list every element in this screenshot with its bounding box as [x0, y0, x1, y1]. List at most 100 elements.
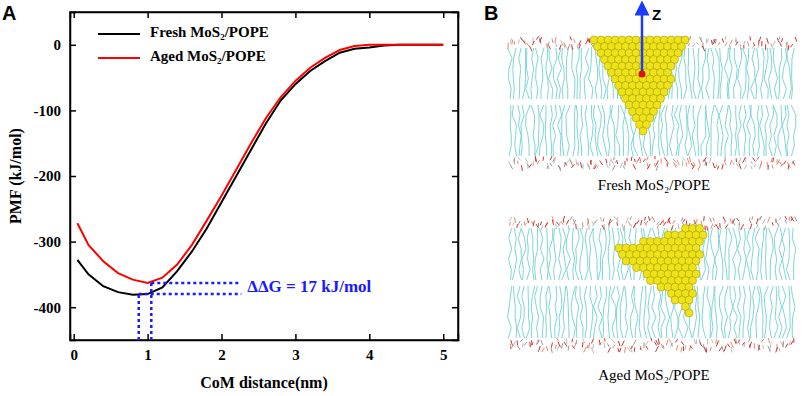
lipid-head	[547, 346, 548, 351]
series-line	[77, 45, 443, 295]
lipid-head	[536, 36, 538, 39]
mos2-sheet	[590, 36, 689, 135]
y-tick	[452, 45, 458, 46]
x-tick: 0	[70, 334, 78, 363]
annotation-hline	[151, 282, 241, 285]
lipid-head	[683, 219, 685, 222]
lipid-head	[760, 164, 761, 169]
lipid-head	[555, 224, 557, 229]
lipid-tail	[743, 105, 746, 156]
lipid-head	[758, 42, 760, 48]
lipid-tail	[747, 105, 751, 156]
lipid-tail	[513, 286, 516, 338]
lipid-head	[716, 341, 718, 347]
lipid-head	[520, 339, 522, 342]
lipid-head	[713, 163, 715, 168]
lipid-head	[564, 42, 567, 47]
lipid-tail	[562, 105, 565, 156]
y-tick-label: 0	[54, 37, 62, 53]
lipid-head	[696, 42, 698, 45]
lipid-tail	[792, 228, 795, 280]
lipid-head	[570, 216, 573, 220]
lipid-head	[634, 348, 636, 352]
x-tick-mark	[295, 12, 297, 18]
x-tick-label: 5	[440, 347, 448, 363]
lipid-head	[513, 222, 514, 225]
lipid-head	[737, 218, 740, 221]
plot-area	[77, 45, 443, 340]
lipid-head	[631, 345, 633, 348]
lipid-head	[736, 42, 739, 46]
lipid-tail	[531, 105, 535, 156]
lipid-head	[704, 347, 706, 352]
lipid-head	[736, 158, 737, 162]
lipid-head	[754, 164, 756, 167]
axis-label: Z	[652, 6, 661, 23]
y-tick: -400	[34, 300, 77, 316]
lipid-tail	[518, 228, 521, 280]
lipid-head	[609, 160, 611, 166]
lipid-head	[545, 222, 548, 227]
lipid-head	[563, 216, 564, 220]
lipid-head	[660, 221, 663, 225]
lipid-tail	[720, 286, 724, 338]
lipid-tail	[688, 105, 692, 156]
lipid-head	[689, 156, 690, 162]
lipid-head	[753, 157, 756, 161]
lipid-head	[612, 165, 615, 170]
x-tick: 2	[218, 334, 226, 363]
x-tick-label: 3	[292, 347, 300, 363]
y-tick: -100	[34, 103, 77, 119]
lipid-tail	[751, 286, 755, 338]
mos2-atom	[685, 309, 693, 317]
x-tick-label: 1	[144, 347, 152, 363]
lipid-head	[703, 216, 705, 221]
lipid-head	[689, 36, 691, 40]
lipid-head	[511, 345, 513, 349]
lipid-tail	[535, 286, 539, 338]
lipid-tail	[658, 286, 661, 338]
lipid-tail	[539, 105, 544, 156]
lipid-head	[772, 165, 773, 168]
lipid-head	[700, 342, 703, 346]
lipid-tail	[562, 286, 566, 338]
lipid-head	[527, 218, 529, 223]
lipid-head	[785, 216, 787, 220]
lipid-head	[711, 223, 713, 228]
lipid-tail	[757, 105, 759, 156]
x-tick-mark	[295, 334, 297, 340]
lipid-head	[781, 163, 784, 166]
lipid-tail	[659, 105, 661, 156]
lipid-tail	[756, 286, 760, 338]
lipid-tail	[707, 286, 710, 338]
lipid-tail	[779, 286, 782, 338]
lipid-tail	[518, 105, 521, 156]
lipid-tail	[593, 105, 598, 156]
lipid-head	[661, 344, 663, 349]
lipid-head	[568, 225, 569, 229]
lipid-head	[626, 158, 627, 161]
lipid-head	[594, 166, 597, 170]
y-tick-mark	[70, 45, 76, 47]
lipid-tail	[665, 105, 667, 156]
lipid-head	[717, 166, 719, 169]
lipid-head	[761, 161, 762, 165]
lipid-head	[638, 157, 640, 161]
lipid-head	[571, 162, 573, 167]
lipid-head	[671, 343, 673, 347]
lipid-tail	[549, 286, 552, 338]
lipid-tail	[715, 105, 718, 156]
lipid-tail	[765, 228, 766, 280]
lipid-head	[567, 44, 570, 50]
lipid-head	[655, 342, 657, 346]
lipid-head	[521, 223, 522, 226]
series-line	[77, 45, 443, 283]
lipid-tail	[761, 228, 764, 280]
lipid-tail	[531, 228, 534, 280]
lipid-head	[766, 162, 768, 167]
x-tick: 5	[440, 334, 448, 363]
lipid-head	[700, 37, 702, 42]
lipid-head	[624, 347, 625, 353]
x-tick: 3	[292, 334, 300, 363]
lipid-head	[529, 46, 532, 51]
